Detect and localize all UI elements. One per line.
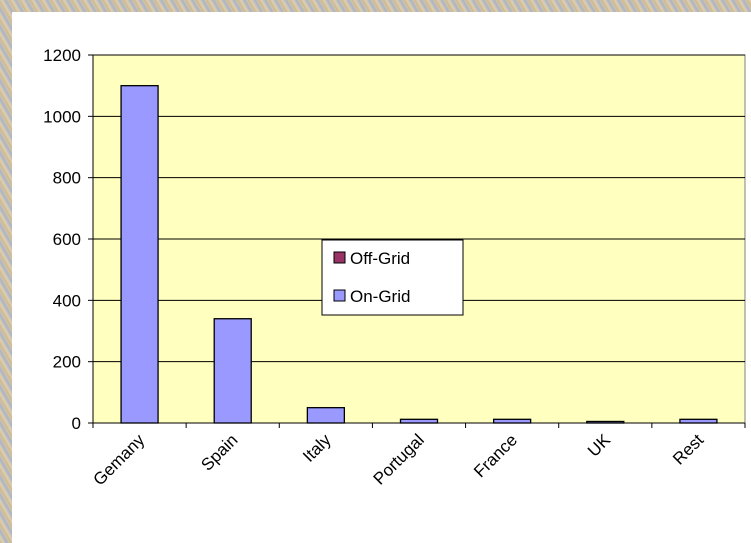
bar bbox=[306, 407, 346, 424]
legend-label: On-Grid bbox=[350, 287, 410, 306]
y-tick-label: 1200 bbox=[43, 46, 81, 65]
y-tick-label: 200 bbox=[53, 353, 81, 372]
bar bbox=[399, 418, 439, 424]
y-tick-label: 600 bbox=[53, 230, 81, 249]
bar bbox=[679, 418, 718, 424]
y-tick-label: 1000 bbox=[43, 107, 81, 126]
bar bbox=[492, 418, 532, 424]
legend: Off-Grid On-Grid bbox=[321, 239, 464, 316]
legend-swatch bbox=[333, 251, 346, 264]
bar bbox=[120, 85, 159, 424]
y-tick-label: 800 bbox=[53, 169, 81, 188]
y-tick-label: 0 bbox=[72, 414, 81, 433]
legend-swatch bbox=[333, 289, 346, 302]
bar bbox=[213, 318, 252, 424]
legend-label: Off-Grid bbox=[350, 249, 410, 268]
y-tick-label: 400 bbox=[53, 291, 81, 310]
